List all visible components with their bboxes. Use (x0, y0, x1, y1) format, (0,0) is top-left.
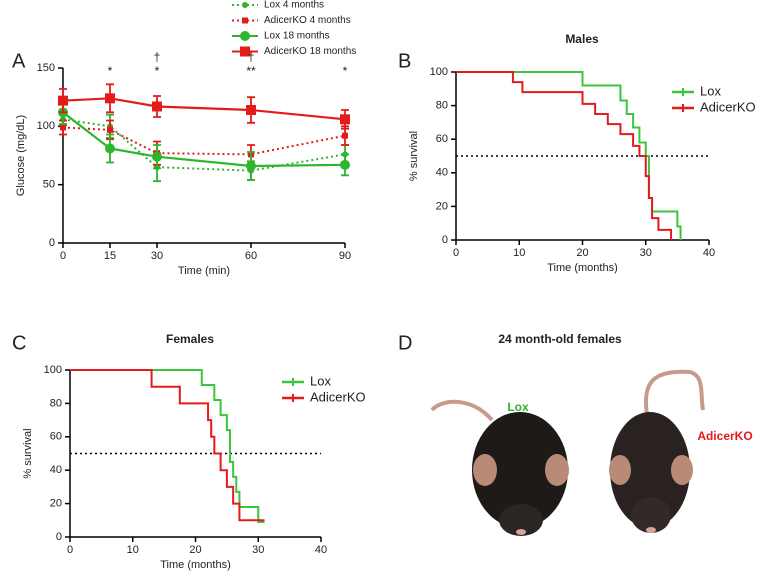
marker (246, 161, 256, 171)
chart-panel: A 0 50 100 150 0 15 30 60 90 Time (min) Glucose (mg… (12, 0, 356, 277)
x-tick-label: 60 (245, 250, 257, 262)
marker (152, 151, 162, 162)
x-axis-label: Time (min) (178, 265, 230, 277)
survival-curve (456, 71, 673, 240)
x-tick-label: 40 (315, 544, 327, 556)
annotation: † (154, 50, 161, 64)
y-tick-label: 150 (37, 62, 55, 74)
y-tick-label: 0 (56, 531, 62, 543)
marker (340, 114, 350, 125)
mouse-label: AdicerKO (697, 429, 752, 443)
y-tick-label: 100 (44, 364, 62, 376)
marker (107, 126, 113, 133)
annotation: * (155, 64, 160, 78)
marker (105, 93, 115, 104)
mouse-nose (516, 529, 526, 535)
panel-label: B (398, 50, 411, 72)
legend-label: Lox 18 months (264, 31, 330, 42)
marker (152, 101, 162, 112)
x-tick-label: 20 (189, 544, 201, 556)
legend-label: AdicerKO 18 months (264, 46, 356, 57)
marker (340, 159, 350, 170)
legend-label: Lox (310, 373, 331, 388)
mouse-ear (473, 454, 497, 486)
y-tick-label: 100 (430, 66, 448, 78)
x-axis-label: Time (months) (547, 262, 618, 274)
panel-label: C (12, 332, 26, 354)
mouse-nose (646, 527, 656, 533)
x-tick-label: 30 (640, 247, 652, 259)
chart-panel: C Females 0 20 40 60 80 100 0 10 20 30 40 Time (month… (12, 332, 366, 571)
marker (58, 95, 68, 106)
x-tick-label: 0 (60, 250, 66, 262)
y-tick-label: 60 (50, 431, 62, 443)
y-axis-label: % survival (22, 428, 34, 478)
panel-label: A (12, 50, 26, 72)
x-tick-label: 40 (703, 247, 715, 259)
x-tick-label: 20 (576, 247, 588, 259)
series-line (62, 126, 346, 156)
survival-curve (70, 369, 265, 523)
y-tick-label: 40 (436, 167, 448, 179)
panel-title: Females (166, 332, 214, 346)
legend-label: AdicerKO (310, 389, 366, 404)
mouse-label: Lox (507, 400, 529, 414)
mouse-ear (609, 455, 631, 485)
chart-panel: B Males 0 20 40 60 80 100 0 10 20 30 40 Time (months)… (398, 32, 756, 274)
panel-title: Males (565, 32, 599, 46)
survival-curve (456, 71, 682, 240)
marker (240, 46, 250, 57)
x-tick-label: 15 (104, 250, 116, 262)
x-axis-label: Time (months) (160, 559, 231, 571)
panel-title: 24 month-old females (498, 332, 622, 346)
mouse-tail (643, 369, 705, 421)
y-tick-label: 80 (436, 100, 448, 112)
marker (105, 143, 115, 154)
panel-label: D (398, 332, 412, 354)
y-tick-label: 100 (37, 120, 55, 132)
x-tick-label: 10 (513, 247, 525, 259)
marker (342, 132, 348, 139)
survival-curve (70, 369, 265, 522)
y-tick-label: 0 (49, 237, 55, 249)
y-tick-label: 20 (436, 200, 448, 212)
mouse-ear (671, 455, 693, 485)
mouse-head (631, 497, 671, 533)
mouse-head (499, 504, 543, 536)
legend-label: Lox 4 months (264, 0, 324, 11)
x-tick-label: 30 (252, 544, 264, 556)
mouse-tail (430, 399, 494, 422)
y-axis-label: % survival (408, 131, 420, 181)
y-tick-label: 20 (50, 498, 62, 510)
y-tick-label: 50 (43, 179, 55, 191)
legend-label: Lox (700, 83, 721, 98)
x-tick-label: 10 (127, 544, 139, 556)
x-tick-label: 0 (453, 247, 459, 259)
marker (60, 124, 66, 131)
annotation: † (248, 50, 255, 64)
mouse-body (472, 412, 568, 528)
marker (246, 105, 256, 115)
legend-label: AdicerKO (700, 99, 756, 114)
legend-label: AdicerKO 4 months (264, 15, 351, 26)
annotation: * (343, 64, 348, 78)
y-tick-label: 40 (50, 464, 62, 476)
y-tick-label: 60 (436, 133, 448, 145)
annotation: ** (246, 64, 256, 78)
x-tick-label: 0 (67, 544, 73, 556)
y-tick-label: 0 (442, 234, 448, 246)
annotation: * (108, 64, 113, 78)
x-tick-label: 30 (151, 250, 163, 262)
marker (240, 31, 250, 41)
y-tick-label: 80 (50, 397, 62, 409)
series-line (62, 111, 346, 168)
marker (242, 17, 248, 24)
panel-d: D 24 month-old females Lox AdicerKO (398, 332, 753, 536)
mouse-body (610, 412, 690, 528)
y-axis-label: Glucose (mg/dL) (15, 115, 27, 196)
marker (242, 2, 248, 8)
mouse-ear (545, 454, 569, 486)
x-tick-label: 90 (339, 250, 351, 262)
